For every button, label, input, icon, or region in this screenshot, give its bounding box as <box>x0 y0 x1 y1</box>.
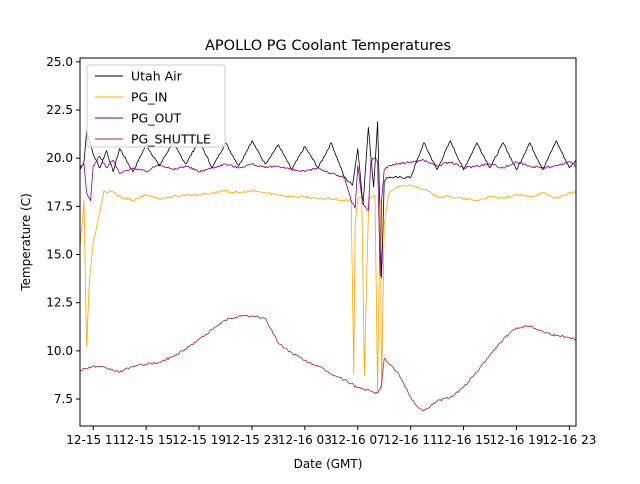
series-layer <box>79 121 577 412</box>
y-tick-label: 7.5 <box>54 392 73 406</box>
legend-label: Utah Air <box>131 69 183 84</box>
series-line-utah-air <box>79 121 577 279</box>
x-tick-label: 12-16 11 <box>384 433 438 447</box>
y-tick-label: 15.0 <box>46 248 73 262</box>
y-tick-label: 25.0 <box>46 55 73 69</box>
legend: Utah Air PG_IN PG_OUT PG_SHUTTLE <box>86 64 226 148</box>
x-tick-label: 12-16 23 <box>542 433 596 447</box>
legend-frame <box>86 64 226 148</box>
x-tick-label: 12-16 15 <box>437 433 491 447</box>
series-line-pg-shuttle <box>79 314 577 412</box>
legend-label: PG_OUT <box>131 111 181 126</box>
x-tick-label: 12-15 15 <box>119 433 173 447</box>
chart-title: APOLLO PG Coolant Temperatures <box>205 38 451 54</box>
y-tick-label: 20.0 <box>46 151 73 165</box>
y-axis-ticks: 7.5 10.0 12.5 15.0 17.5 20.0 22.5 25.0 <box>46 55 80 406</box>
legend-label: PG_IN <box>131 90 168 105</box>
x-tick-label: 12-16 07 <box>331 433 385 447</box>
x-tick-label: 12-16 19 <box>490 433 544 447</box>
series-line-pg-in <box>79 184 577 392</box>
y-axis-label: Temperature (C) <box>19 193 33 292</box>
legend-items: Utah Air PG_IN PG_OUT PG_SHUTTLE <box>95 69 211 147</box>
legend-label: PG_SHUTTLE <box>131 132 211 147</box>
x-tick-label: 12-15 11 <box>66 433 120 447</box>
y-tick-label: 22.5 <box>46 103 73 117</box>
x-tick-label: 12-15 23 <box>225 433 279 447</box>
x-axis-label: Date (GMT) <box>294 457 363 471</box>
x-tick-label: 12-16 03 <box>278 433 332 447</box>
y-tick-label: 10.0 <box>46 344 73 358</box>
y-tick-label: 17.5 <box>46 199 73 213</box>
y-tick-label: 12.5 <box>46 296 73 310</box>
x-tick-label: 12-15 19 <box>172 433 226 447</box>
series-line-pg-out <box>79 155 577 277</box>
plot-frame <box>79 57 577 427</box>
